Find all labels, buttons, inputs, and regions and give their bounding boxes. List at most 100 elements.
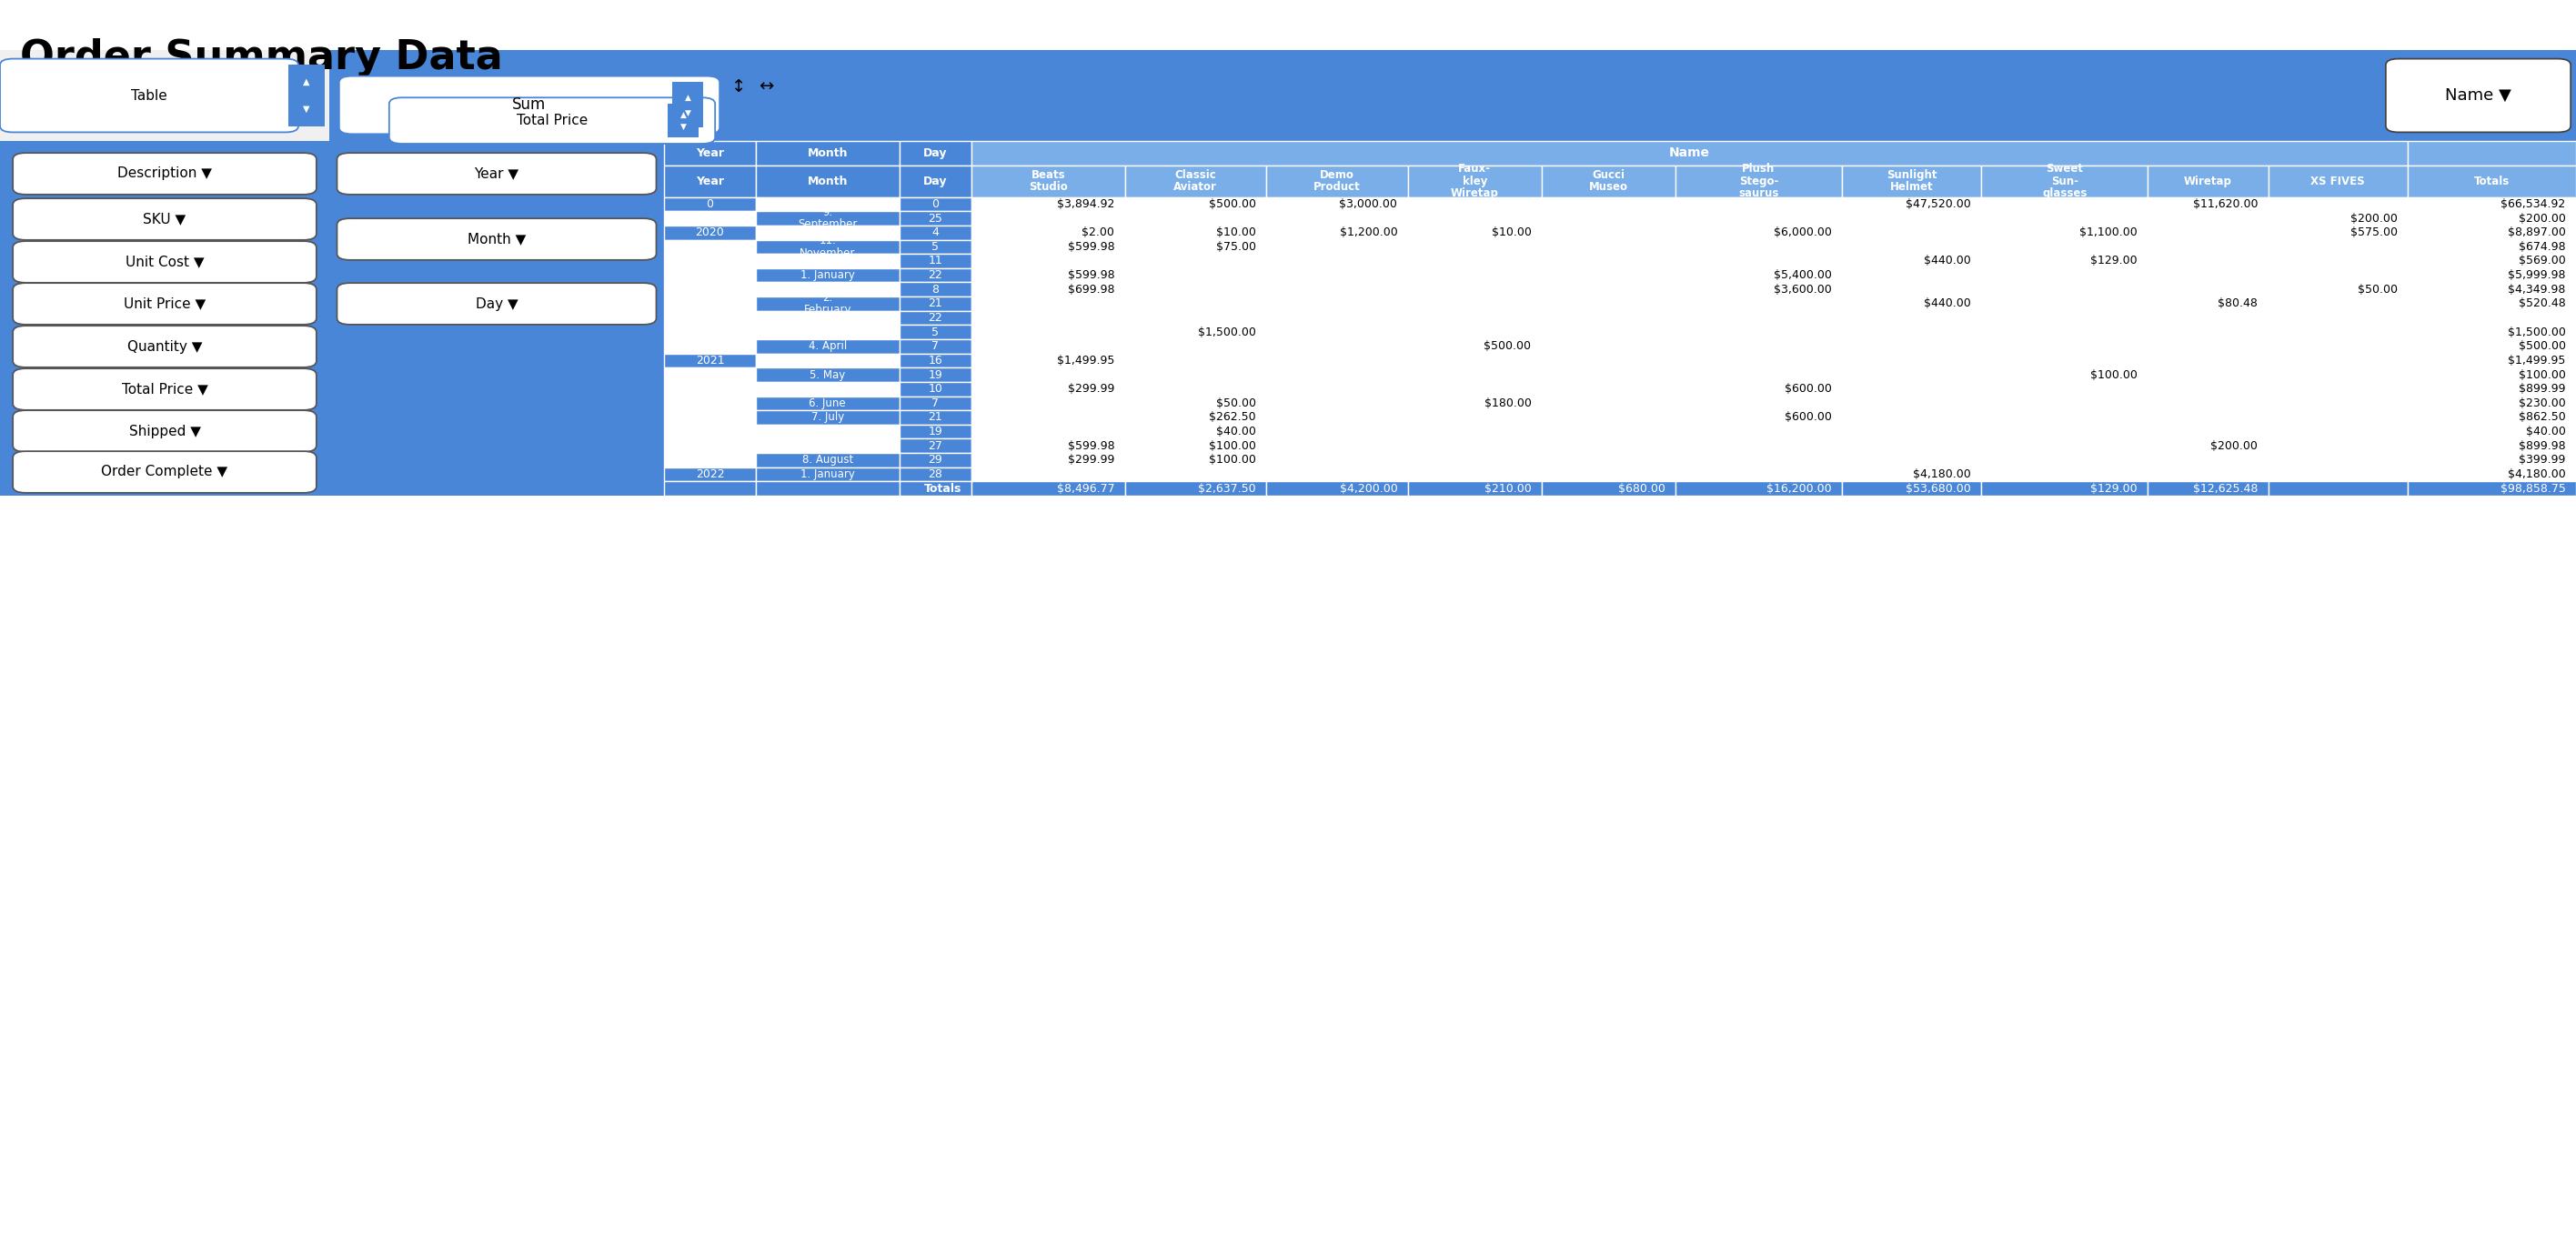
Text: $80.48: $80.48 bbox=[2218, 298, 2259, 309]
Text: $11,620.00: $11,620.00 bbox=[2192, 198, 2259, 211]
Bar bbox=[665, 439, 755, 454]
Bar bbox=[1540, 254, 1674, 268]
Text: $4,180.00: $4,180.00 bbox=[1914, 468, 1971, 480]
Bar bbox=[2269, 339, 2409, 354]
Bar bbox=[971, 226, 1126, 239]
Bar bbox=[2148, 439, 2269, 454]
Text: $200.00: $200.00 bbox=[2210, 440, 2259, 452]
Text: XS FIVES: XS FIVES bbox=[2311, 176, 2365, 187]
Bar bbox=[971, 268, 1126, 283]
Bar bbox=[665, 454, 755, 467]
Text: ▲: ▲ bbox=[685, 93, 690, 101]
Bar bbox=[755, 283, 899, 297]
Bar bbox=[1126, 410, 1267, 425]
Bar bbox=[1406, 339, 1540, 354]
Bar bbox=[1126, 325, 1267, 339]
Bar bbox=[1267, 164, 1406, 197]
Bar bbox=[755, 354, 899, 368]
Bar bbox=[1981, 254, 2148, 268]
Text: Faux-
kley
Wiretap: Faux- kley Wiretap bbox=[1450, 163, 1499, 199]
Bar bbox=[665, 368, 755, 381]
Bar bbox=[1842, 268, 1981, 283]
Text: 5: 5 bbox=[933, 326, 940, 338]
Bar bbox=[755, 164, 899, 197]
Bar bbox=[971, 310, 1126, 325]
Bar bbox=[2148, 254, 2269, 268]
Bar bbox=[1674, 325, 1842, 339]
Bar bbox=[2409, 239, 2576, 254]
Bar bbox=[1674, 439, 1842, 454]
Bar bbox=[899, 164, 971, 197]
Bar bbox=[899, 354, 971, 368]
Bar bbox=[1540, 164, 1674, 197]
Bar bbox=[1842, 368, 1981, 381]
Bar bbox=[665, 164, 755, 197]
Bar bbox=[2409, 310, 2576, 325]
Bar bbox=[1674, 454, 1842, 467]
Bar bbox=[2148, 268, 2269, 283]
Text: Sweet
Sun-
glasses: Sweet Sun- glasses bbox=[2043, 163, 2087, 199]
Bar bbox=[971, 325, 1126, 339]
Text: $66,534.92: $66,534.92 bbox=[2501, 198, 2566, 211]
Bar bbox=[2269, 212, 2409, 226]
Text: ▲: ▲ bbox=[304, 77, 309, 86]
Bar bbox=[2409, 297, 2576, 310]
Bar bbox=[1540, 212, 1674, 226]
Bar bbox=[665, 481, 755, 496]
Text: Sum: Sum bbox=[513, 97, 546, 113]
Bar bbox=[1126, 381, 1267, 396]
Bar bbox=[1540, 283, 1674, 297]
Bar bbox=[1674, 368, 1842, 381]
Bar bbox=[2409, 254, 2576, 268]
Bar bbox=[899, 325, 971, 339]
Bar bbox=[1674, 297, 1842, 310]
Bar bbox=[2409, 396, 2576, 410]
Text: 4. April: 4. April bbox=[809, 340, 848, 353]
Text: Sunlight
Helmet: Sunlight Helmet bbox=[1886, 169, 1937, 193]
Bar bbox=[1981, 425, 2148, 439]
Bar bbox=[665, 310, 755, 325]
Bar bbox=[1406, 425, 1540, 439]
Text: $6,000.00: $6,000.00 bbox=[1772, 227, 1832, 238]
Bar bbox=[1674, 410, 1842, 425]
Bar bbox=[1842, 254, 1981, 268]
Bar bbox=[1842, 425, 1981, 439]
Bar bbox=[1267, 439, 1406, 454]
Bar bbox=[755, 254, 899, 268]
Bar bbox=[899, 339, 971, 354]
Bar bbox=[755, 325, 899, 339]
Text: $8,496.77: $8,496.77 bbox=[1056, 482, 1115, 495]
Text: 8: 8 bbox=[933, 284, 940, 295]
Bar bbox=[1842, 212, 1981, 226]
Bar bbox=[1406, 381, 1540, 396]
Bar bbox=[971, 339, 1126, 354]
Text: 6. June: 6. June bbox=[809, 397, 845, 409]
Bar bbox=[1406, 239, 1540, 254]
Bar bbox=[755, 467, 899, 481]
Bar bbox=[2269, 239, 2409, 254]
Bar bbox=[1842, 481, 1981, 496]
Bar bbox=[899, 454, 971, 467]
Bar bbox=[2269, 396, 2409, 410]
Text: ↕: ↕ bbox=[732, 77, 747, 95]
Text: Name: Name bbox=[1669, 147, 1710, 159]
Bar bbox=[665, 226, 755, 239]
Bar bbox=[1842, 325, 1981, 339]
Bar bbox=[1267, 297, 1406, 310]
Text: 27: 27 bbox=[927, 440, 943, 452]
Bar bbox=[1540, 381, 1674, 396]
Text: $680.00: $680.00 bbox=[1618, 482, 1664, 495]
Bar bbox=[1406, 396, 1540, 410]
FancyBboxPatch shape bbox=[13, 283, 317, 324]
Bar bbox=[1126, 425, 1267, 439]
Text: 4: 4 bbox=[933, 227, 940, 238]
Bar bbox=[1540, 239, 1674, 254]
Text: $600.00: $600.00 bbox=[1785, 383, 1832, 395]
Text: 19: 19 bbox=[927, 369, 943, 381]
Bar bbox=[755, 239, 899, 254]
Text: $1,100.00: $1,100.00 bbox=[2079, 227, 2138, 238]
Text: $899.99: $899.99 bbox=[2519, 383, 2566, 395]
Bar bbox=[1126, 396, 1267, 410]
Bar bbox=[1540, 368, 1674, 381]
Bar bbox=[1267, 410, 1406, 425]
